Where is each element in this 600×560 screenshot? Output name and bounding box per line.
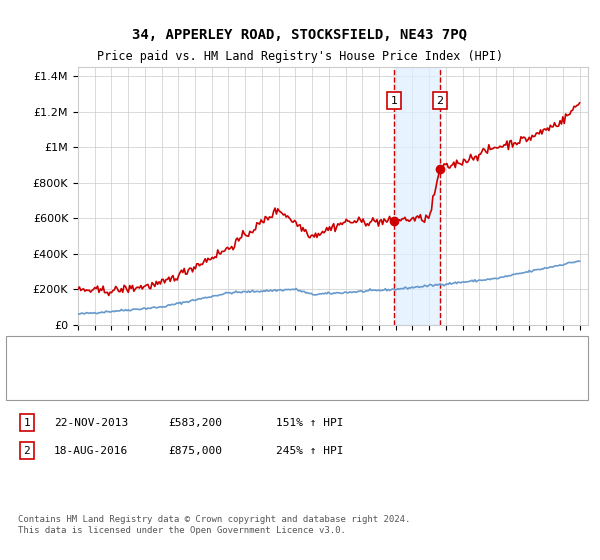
Text: £875,000: £875,000	[168, 446, 222, 456]
Text: 1: 1	[391, 96, 398, 106]
Text: 1: 1	[23, 418, 31, 428]
Text: 22-NOV-2013: 22-NOV-2013	[54, 418, 128, 428]
Text: 34, APPERLEY ROAD, STOCKSFIELD, NE43 7PQ (detached house): 34, APPERLEY ROAD, STOCKSFIELD, NE43 7PQ…	[54, 342, 389, 352]
Text: 151% ↑ HPI: 151% ↑ HPI	[276, 418, 343, 428]
Text: HPI: Average price, detached house, Northumberland: HPI: Average price, detached house, Nort…	[54, 365, 348, 375]
Text: 2: 2	[23, 446, 31, 456]
Text: 245% ↑ HPI: 245% ↑ HPI	[276, 446, 343, 456]
Text: £583,200: £583,200	[168, 418, 222, 428]
Text: Contains HM Land Registry data © Crown copyright and database right 2024.
This d: Contains HM Land Registry data © Crown c…	[18, 515, 410, 535]
Text: 2: 2	[436, 96, 443, 106]
Text: 18-AUG-2016: 18-AUG-2016	[54, 446, 128, 456]
Text: Price paid vs. HM Land Registry's House Price Index (HPI): Price paid vs. HM Land Registry's House …	[97, 50, 503, 63]
Text: 34, APPERLEY ROAD, STOCKSFIELD, NE43 7PQ: 34, APPERLEY ROAD, STOCKSFIELD, NE43 7PQ	[133, 28, 467, 42]
Bar	[394, 67, 440, 325]
